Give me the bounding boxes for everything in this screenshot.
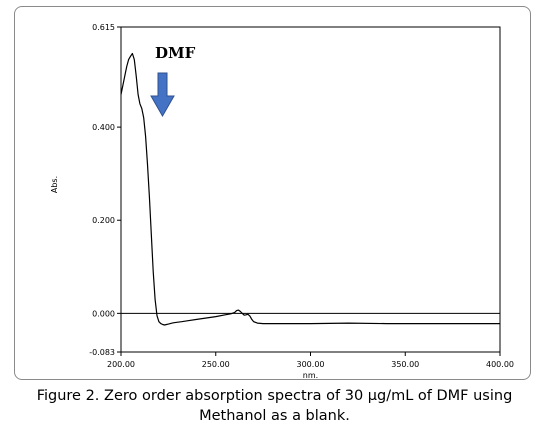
spectrum-line <box>120 52 500 326</box>
dmf-annotation: DMF <box>155 44 196 62</box>
y-tick-label: 0.000 <box>92 309 115 318</box>
y-tick-label: -0.083 <box>89 348 115 357</box>
y-axis-label: Abs. <box>50 176 59 193</box>
x-tick-label: 300.00 <box>297 360 325 369</box>
x-tick-label: 350.00 <box>391 360 419 369</box>
y-tick-label: 0.200 <box>92 216 115 225</box>
absorption-chart: 0.615 0.400 0.200 0.000 -0.083 200.00 250.00 30… <box>50 23 514 380</box>
x-tick-label: 200.00 <box>107 360 135 369</box>
y-tick-label: 0.400 <box>92 123 115 132</box>
caption-line-2: Methanol as a blank. <box>199 408 350 424</box>
x-tick-label: 250.00 <box>202 360 230 369</box>
caption-line-1: Figure 2. Zero order absorption spectra … <box>36 388 513 404</box>
down-arrow-icon <box>150 72 175 118</box>
x-axis-label: nm. <box>303 371 318 380</box>
y-tick-label: 0.615 <box>92 23 115 32</box>
x-tick-label: 400.00 <box>486 360 514 369</box>
figure-caption: Figure 2. Zero order absorption spectra … <box>0 386 549 426</box>
plot-area <box>120 26 501 353</box>
chart-frame <box>14 6 531 380</box>
